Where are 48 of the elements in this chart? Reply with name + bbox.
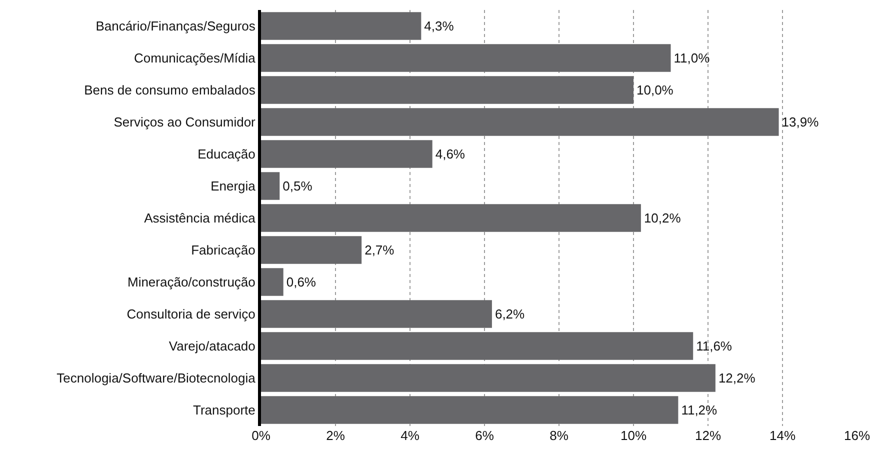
data-label: 2,7% [364,242,395,258]
data-label: 0,5% [282,178,313,194]
bar [261,204,641,232]
x-tick-label: 12% [694,428,722,443]
y-tick-label: Consultoria de serviço [126,306,256,322]
data-label: 13,9% [782,114,820,130]
y-tick-label: Mineração/construção [127,274,256,290]
data-label: 6,2% [494,306,526,322]
data-label: 10,0% [636,82,674,98]
y-tick-label: Comunicações/Mídia [134,50,256,66]
y-tick-label: Bens de consumo embalados [84,82,256,98]
y-tick-label: Educação [198,146,256,162]
bar [261,236,362,264]
bar [261,332,694,360]
y-tick-label: Tecnologia/Software/Biotecnologia [56,370,256,386]
x-tick-label: 8% [550,428,569,443]
x-tick-label: 4% [400,428,420,443]
x-tick-label: 6% [475,428,494,443]
bar [261,396,678,424]
bar [261,300,492,328]
bar [261,108,779,136]
data-label: 12,2% [718,370,756,386]
bar [261,44,671,72]
data-label: 4,6% [435,146,466,162]
data-label: 4,3% [424,18,454,34]
bar [261,172,280,200]
y-tick-label: Assistência médica [144,210,256,226]
data-label: 11,6% [696,338,732,354]
x-tick-label: 14% [769,428,796,443]
y-tick-label: Serviços ao Consumidor [114,114,256,130]
data-label: 10,2% [644,210,682,226]
y-tick-label: Varejo/atacado [168,338,256,354]
bar [261,268,284,296]
bar [261,140,432,168]
bar [261,364,716,392]
data-label: 0,6% [286,274,316,290]
bar [261,12,422,40]
y-tick-label: Bancário/Finanças/Seguros [96,18,256,34]
data-label: 11,2% [681,402,718,418]
x-tick-label: 10% [620,428,647,443]
x-tick-label: 0% [252,428,271,443]
x-tick-label: 2% [326,428,346,443]
data-label: 11,0% [674,50,710,66]
bar [261,76,634,104]
y-tick-label: Fabricação [191,242,256,258]
x-tick-label: 16% [844,428,870,443]
y-tick-label: Energia [210,178,256,194]
y-tick-label: Transporte [193,402,256,418]
